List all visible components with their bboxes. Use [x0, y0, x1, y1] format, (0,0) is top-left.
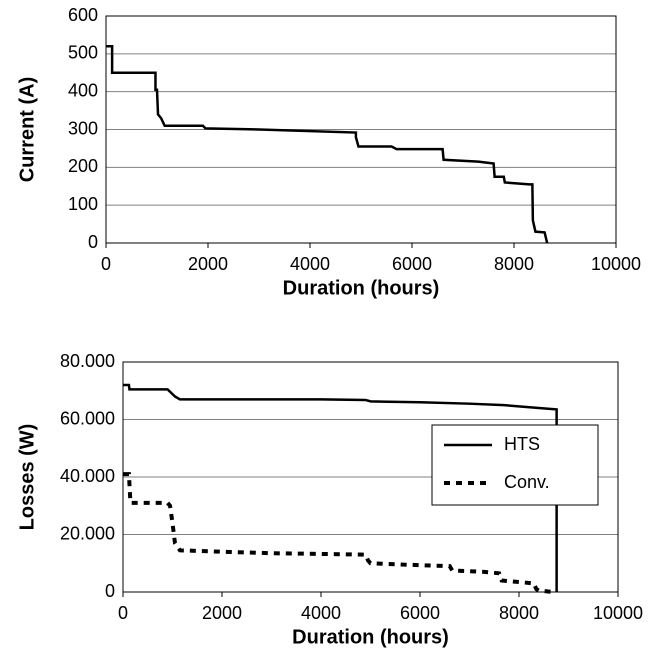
- y-tick-label: 0: [88, 232, 98, 252]
- x-tick-label: 6000: [400, 603, 440, 623]
- y-tick-label: 200: [68, 156, 98, 176]
- line-series: [123, 472, 554, 594]
- x-axis-title: Duration (hours): [292, 626, 449, 648]
- y-tick-label: 500: [68, 43, 98, 63]
- x-tick-label: 4000: [301, 603, 341, 623]
- legend-label: Conv.: [504, 472, 550, 492]
- line-series: [123, 383, 558, 592]
- y-tick-label: 80.000: [60, 351, 115, 371]
- x-tick-label: 10000: [593, 603, 643, 623]
- x-tick-label: 8000: [494, 254, 534, 274]
- y-tick-label: 60.000: [60, 408, 115, 428]
- y-tick-label: 300: [68, 118, 98, 138]
- y-tick-label: 40.000: [60, 466, 115, 486]
- x-tick-label: 2000: [188, 254, 228, 274]
- y-tick-label: 20.000: [60, 523, 115, 543]
- x-tick-label: 2000: [202, 603, 242, 623]
- x-tick-label: 4000: [290, 254, 330, 274]
- plot-frame: [105, 15, 617, 244]
- line-series: [106, 45, 549, 244]
- y-tick-label: 100: [68, 194, 98, 214]
- legend-label: HTS: [504, 434, 540, 454]
- legend-box: [431, 424, 599, 506]
- y-axis-title: Current (A): [16, 77, 38, 183]
- y-tick-label: 600: [68, 5, 98, 25]
- y-tick-label: 0: [105, 581, 115, 601]
- x-tick-label: 10000: [591, 254, 641, 274]
- y-tick-label: 400: [68, 80, 98, 100]
- x-tick-label: 0: [101, 254, 111, 274]
- x-tick-label: 8000: [499, 603, 539, 623]
- plot-frame: [122, 361, 619, 593]
- x-tick-label: 6000: [392, 254, 432, 274]
- x-tick-label: 0: [118, 603, 128, 623]
- x-axis-title: Duration (hours): [283, 277, 440, 299]
- y-axis-title: Losses (W): [16, 424, 38, 531]
